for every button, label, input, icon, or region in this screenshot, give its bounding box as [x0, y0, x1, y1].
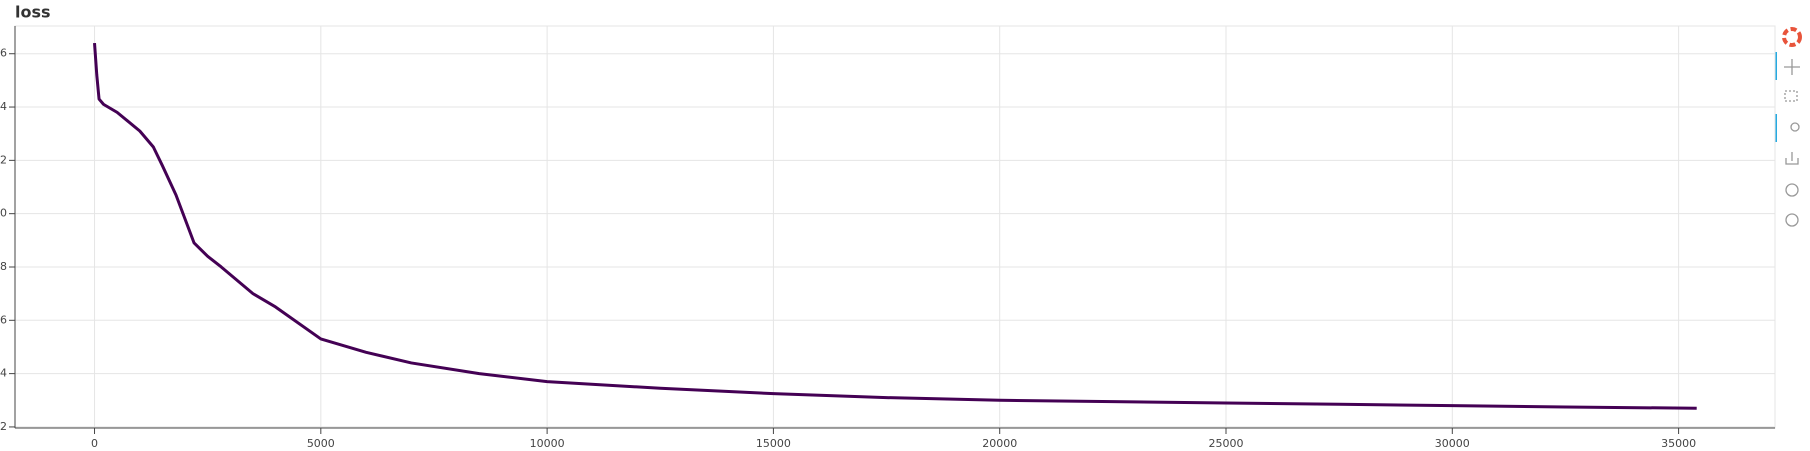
save-tool[interactable]	[1785, 152, 1799, 165]
y-tick-label: 6	[0, 313, 7, 326]
plot-frame	[14, 25, 1776, 429]
x-tick-label: 30000	[1435, 437, 1470, 450]
y-tick-label: 2	[0, 153, 7, 166]
reset-tool[interactable]	[1785, 183, 1799, 197]
x-tick-label: 35000	[1661, 437, 1696, 450]
y-tick-label: 4	[0, 100, 7, 113]
box-zoom-tool[interactable]	[1784, 90, 1798, 102]
y-tick-label: 0	[0, 207, 7, 220]
active-indicator	[1775, 52, 1777, 80]
y-tick-label: 4	[0, 367, 7, 380]
x-tick-label: 0	[91, 437, 98, 450]
y-tick-label: 2	[0, 420, 7, 433]
pan-tool[interactable]	[1784, 59, 1800, 75]
active-indicator	[1775, 114, 1777, 142]
x-tick-label: 20000	[982, 437, 1017, 450]
help-tool[interactable]	[1785, 213, 1799, 227]
x-tick-label: 15000	[756, 437, 791, 450]
bokeh-logo[interactable]	[1782, 27, 1802, 47]
toolbar	[1775, 27, 1802, 227]
x-tick-label: 10000	[530, 437, 565, 450]
x-tick-label: 25000	[1209, 437, 1244, 450]
y-tick-label: 6	[0, 47, 7, 60]
chart-title: loss	[15, 3, 51, 22]
loss-line	[93, 42, 1697, 410]
wheel-zoom-tool[interactable]	[1790, 122, 1800, 132]
x-tick-label: 5000	[307, 437, 335, 450]
y-tick-label: 8	[0, 260, 7, 273]
